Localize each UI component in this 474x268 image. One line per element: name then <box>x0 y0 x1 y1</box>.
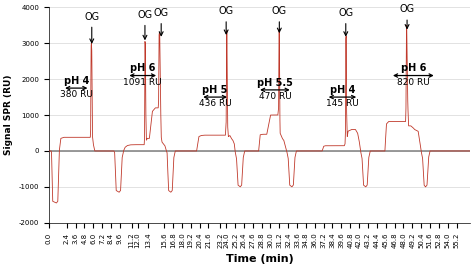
Text: pH 5.5: pH 5.5 <box>257 78 293 88</box>
Text: OG: OG <box>272 6 287 32</box>
Text: pH 5: pH 5 <box>202 85 228 95</box>
Text: OG: OG <box>338 8 353 36</box>
Text: 145 RU: 145 RU <box>326 99 359 108</box>
Text: 380 RU: 380 RU <box>60 90 93 99</box>
X-axis label: Time (min): Time (min) <box>226 254 293 264</box>
Text: 470 RU: 470 RU <box>258 92 291 101</box>
Text: pH 4: pH 4 <box>64 76 89 86</box>
Text: OG: OG <box>400 5 415 28</box>
Text: pH 6: pH 6 <box>130 63 155 73</box>
Text: 820 RU: 820 RU <box>397 78 430 87</box>
Text: OG: OG <box>137 10 153 39</box>
Text: OG: OG <box>154 8 169 36</box>
Text: OG: OG <box>84 12 100 43</box>
Text: 436 RU: 436 RU <box>199 99 231 108</box>
Text: OG: OG <box>219 6 234 34</box>
Y-axis label: Signal SPR (RU): Signal SPR (RU) <box>4 75 13 155</box>
Text: 1091 RU: 1091 RU <box>123 78 162 87</box>
Text: pH 6: pH 6 <box>401 63 426 73</box>
Text: pH 4: pH 4 <box>330 85 355 95</box>
